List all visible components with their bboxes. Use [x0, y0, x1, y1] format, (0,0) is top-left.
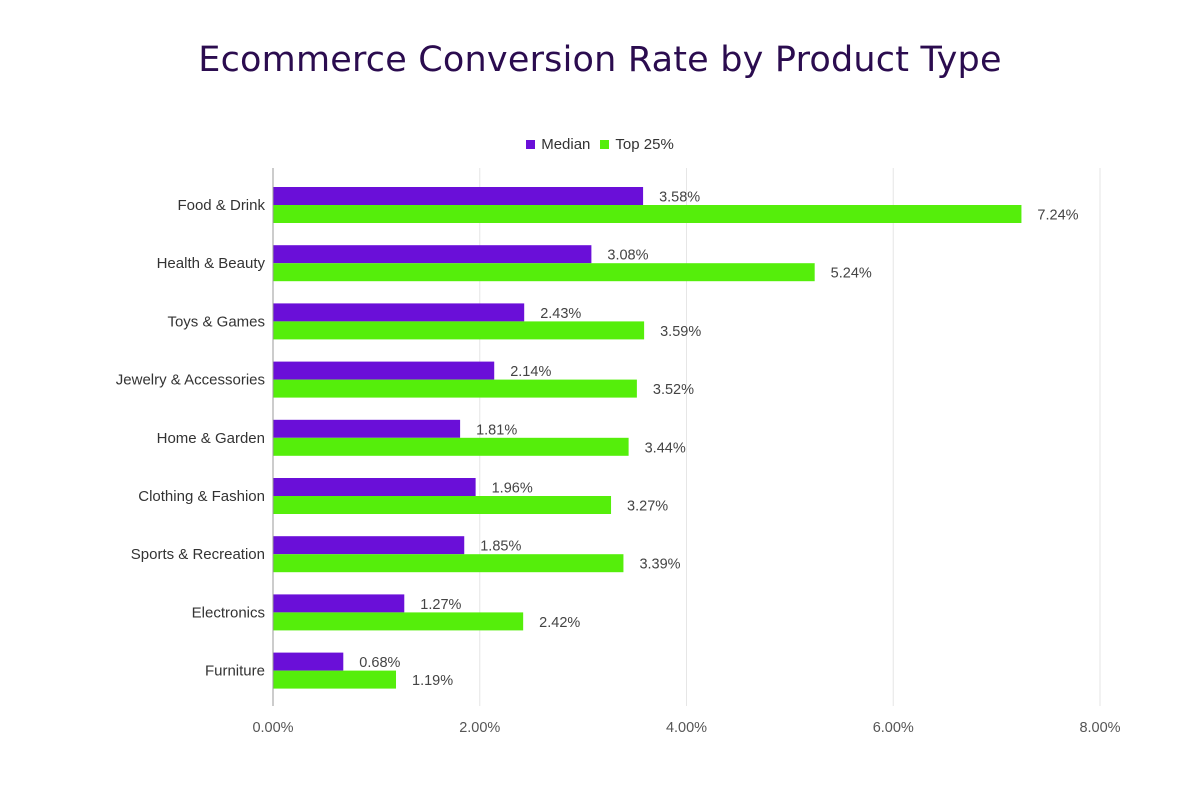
bar-median: [273, 303, 525, 322]
bar-median: [273, 419, 461, 438]
category-label: Health & Beauty: [157, 255, 266, 272]
data-label: 3.58%: [659, 190, 700, 206]
data-label: 3.44%: [645, 440, 686, 456]
legend-item-median: Median: [526, 136, 590, 153]
bar-top-25: [273, 437, 629, 456]
category-label: Toys & Games: [167, 313, 265, 330]
x-tick-label: 0.00%: [252, 720, 293, 736]
legend-label-top-25: Top 25%: [615, 136, 674, 153]
legend-label-median: Median: [541, 136, 591, 153]
bar-top-25: [273, 321, 645, 340]
legend-swatch-top-25: [600, 140, 610, 149]
category-label: Home & Garden: [157, 430, 265, 447]
data-label: 3.08%: [607, 248, 648, 264]
bar-top-25: [273, 496, 612, 514]
data-label: 1.81%: [476, 422, 517, 438]
legend-item-top-25: Top 25%: [600, 136, 674, 153]
data-label: 5.24%: [831, 266, 872, 282]
legend: Median Top 25%: [0, 136, 1200, 153]
category-label: Electronics: [192, 604, 265, 621]
bar-top-25: [273, 205, 1022, 223]
bar-median: [273, 187, 644, 205]
x-tick-label: 8.00%: [1079, 720, 1120, 736]
category-label: Furniture: [205, 663, 265, 680]
bar-median: [273, 594, 405, 613]
data-label: 0.68%: [359, 655, 400, 671]
data-label: 1.85%: [480, 539, 521, 555]
category-label: Jewelry & Accessories: [116, 372, 265, 389]
data-label: 3.39%: [639, 557, 680, 573]
x-tick-label: 4.00%: [666, 720, 707, 736]
x-tick-label: 2.00%: [459, 720, 500, 736]
data-label: 3.52%: [653, 382, 694, 398]
bar-top-25: [273, 554, 624, 573]
data-label: 2.14%: [510, 364, 551, 380]
data-label: 2.42%: [539, 615, 580, 631]
bar-median: [273, 652, 344, 671]
bar-top-25: [273, 263, 815, 282]
legend-swatch-median: [526, 140, 536, 149]
data-label: 1.27%: [420, 597, 461, 613]
data-label: 1.19%: [412, 673, 453, 689]
bar-median: [273, 245, 592, 264]
category-label: Food & Drink: [177, 197, 265, 214]
category-label: Clothing & Fashion: [138, 488, 265, 505]
data-label: 3.27%: [627, 499, 668, 515]
bar-median: [273, 536, 465, 555]
category-label: Sports & Recreation: [131, 546, 265, 563]
bar-top-25: [273, 670, 397, 689]
bar-top-25: [273, 612, 524, 631]
data-label: 7.24%: [1037, 208, 1078, 224]
bar-top-25: [273, 379, 637, 398]
data-label: 2.43%: [540, 306, 581, 322]
x-tick-label: 6.00%: [873, 720, 914, 736]
chart-title: Ecommerce Conversion Rate by Product Typ…: [198, 40, 1002, 80]
bar-median: [273, 361, 495, 380]
data-label: 1.96%: [492, 481, 533, 497]
bar-median: [273, 478, 476, 496]
data-label: 3.59%: [660, 324, 701, 340]
